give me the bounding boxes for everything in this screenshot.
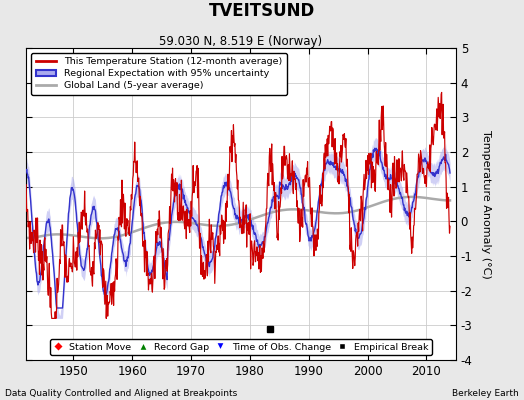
Text: TVEITSUND: TVEITSUND bbox=[209, 2, 315, 20]
Text: Data Quality Controlled and Aligned at Breakpoints: Data Quality Controlled and Aligned at B… bbox=[5, 389, 237, 398]
Y-axis label: Temperature Anomaly (°C): Temperature Anomaly (°C) bbox=[481, 130, 491, 278]
Legend: Station Move, Record Gap, Time of Obs. Change, Empirical Break: Station Move, Record Gap, Time of Obs. C… bbox=[50, 339, 432, 355]
Text: Berkeley Earth: Berkeley Earth bbox=[452, 389, 519, 398]
Title: 59.030 N, 8.519 E (Norway): 59.030 N, 8.519 E (Norway) bbox=[159, 35, 323, 48]
